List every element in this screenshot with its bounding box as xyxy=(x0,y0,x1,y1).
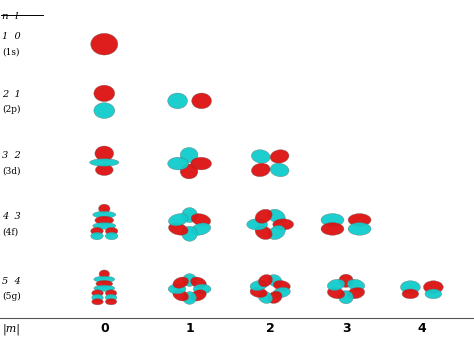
Ellipse shape xyxy=(168,284,186,294)
Text: 0: 0 xyxy=(100,322,109,335)
Ellipse shape xyxy=(191,277,206,288)
Ellipse shape xyxy=(95,164,113,175)
Ellipse shape xyxy=(93,211,116,218)
Ellipse shape xyxy=(173,290,189,301)
Ellipse shape xyxy=(268,225,285,240)
Text: 4: 4 xyxy=(418,322,426,335)
Ellipse shape xyxy=(270,163,289,177)
Text: 3  2: 3 2 xyxy=(2,151,21,160)
Ellipse shape xyxy=(92,290,103,296)
Ellipse shape xyxy=(96,280,113,287)
Text: 1  0: 1 0 xyxy=(2,32,21,41)
Ellipse shape xyxy=(90,159,119,166)
Text: (1s): (1s) xyxy=(2,47,20,56)
Ellipse shape xyxy=(268,291,282,304)
Ellipse shape xyxy=(105,294,117,301)
Ellipse shape xyxy=(258,291,273,304)
Ellipse shape xyxy=(268,274,282,287)
Ellipse shape xyxy=(105,299,117,305)
Ellipse shape xyxy=(328,279,345,290)
Ellipse shape xyxy=(95,146,114,161)
Ellipse shape xyxy=(183,274,196,286)
Ellipse shape xyxy=(250,287,267,298)
Ellipse shape xyxy=(94,85,115,102)
Text: 5  4: 5 4 xyxy=(2,277,21,286)
Ellipse shape xyxy=(402,289,419,299)
Ellipse shape xyxy=(173,277,189,288)
Ellipse shape xyxy=(339,274,353,287)
Ellipse shape xyxy=(105,227,118,235)
Ellipse shape xyxy=(93,222,116,229)
Text: (5g): (5g) xyxy=(2,292,21,301)
Ellipse shape xyxy=(94,285,115,291)
Text: 4  3: 4 3 xyxy=(2,212,21,221)
Ellipse shape xyxy=(191,223,211,235)
Ellipse shape xyxy=(180,164,198,179)
Ellipse shape xyxy=(180,148,198,163)
Ellipse shape xyxy=(94,276,115,283)
Ellipse shape xyxy=(168,157,189,170)
Ellipse shape xyxy=(191,157,211,170)
Ellipse shape xyxy=(270,150,289,163)
Ellipse shape xyxy=(273,287,291,298)
Text: 2  1: 2 1 xyxy=(2,90,21,99)
Ellipse shape xyxy=(94,103,115,118)
Text: (3d): (3d) xyxy=(2,166,21,175)
Text: 3: 3 xyxy=(342,322,350,335)
Ellipse shape xyxy=(191,214,211,226)
Text: 2: 2 xyxy=(266,322,274,335)
Ellipse shape xyxy=(92,299,103,305)
Ellipse shape xyxy=(92,294,103,301)
Ellipse shape xyxy=(321,222,344,235)
Text: n  l: n l xyxy=(2,12,19,21)
Ellipse shape xyxy=(91,232,103,240)
Ellipse shape xyxy=(268,209,285,223)
Text: 1: 1 xyxy=(185,322,194,335)
Ellipse shape xyxy=(95,216,114,224)
Ellipse shape xyxy=(183,292,196,304)
Ellipse shape xyxy=(99,270,109,278)
Text: |m|: |m| xyxy=(2,323,20,335)
Ellipse shape xyxy=(251,163,270,177)
Ellipse shape xyxy=(339,291,353,304)
Text: (2p): (2p) xyxy=(2,105,21,114)
Ellipse shape xyxy=(258,274,273,287)
Ellipse shape xyxy=(91,227,103,235)
Ellipse shape xyxy=(91,33,118,55)
Ellipse shape xyxy=(182,226,197,241)
Ellipse shape xyxy=(99,204,110,213)
Ellipse shape xyxy=(168,93,188,109)
Ellipse shape xyxy=(423,281,443,293)
Ellipse shape xyxy=(347,279,365,290)
Ellipse shape xyxy=(273,219,293,230)
Ellipse shape xyxy=(255,209,272,223)
Ellipse shape xyxy=(168,214,188,226)
Ellipse shape xyxy=(425,289,442,299)
Ellipse shape xyxy=(273,280,291,291)
Ellipse shape xyxy=(193,284,211,294)
Text: (4f): (4f) xyxy=(2,227,18,236)
Ellipse shape xyxy=(168,223,188,235)
Ellipse shape xyxy=(182,207,197,222)
Ellipse shape xyxy=(255,225,272,240)
Ellipse shape xyxy=(401,281,420,293)
Ellipse shape xyxy=(250,280,267,291)
Ellipse shape xyxy=(347,288,365,299)
Ellipse shape xyxy=(246,219,267,230)
Ellipse shape xyxy=(105,232,118,240)
Ellipse shape xyxy=(348,222,371,235)
Ellipse shape xyxy=(105,290,117,296)
Ellipse shape xyxy=(251,150,270,163)
Ellipse shape xyxy=(348,214,371,226)
Ellipse shape xyxy=(328,288,345,299)
Ellipse shape xyxy=(321,214,344,226)
Ellipse shape xyxy=(191,290,206,301)
Ellipse shape xyxy=(191,93,211,109)
